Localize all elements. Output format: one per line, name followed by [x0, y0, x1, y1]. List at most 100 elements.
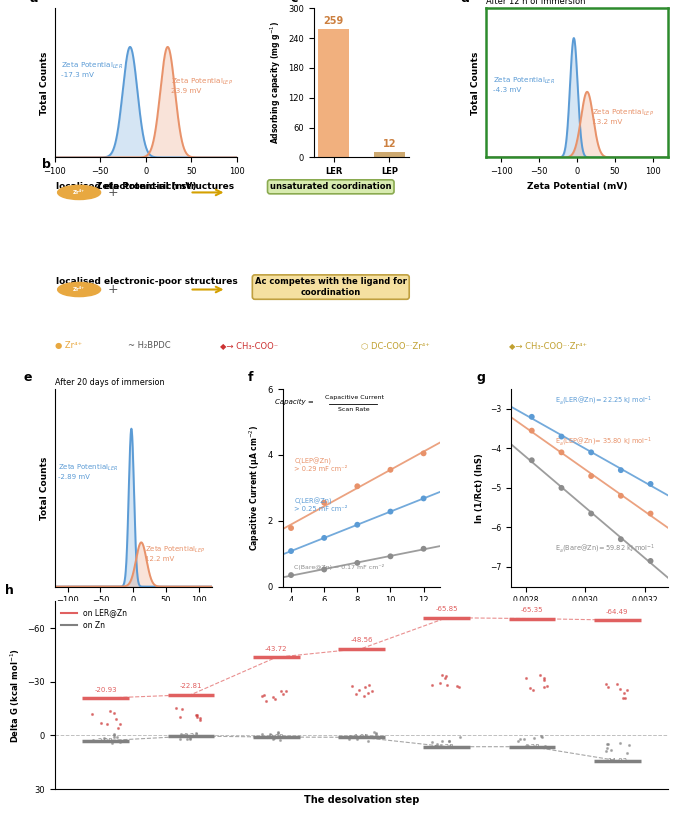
X-axis label: Scan Rate (mV s$^{-1}$): Scan Rate (mV s$^{-1}$): [316, 611, 407, 624]
Point: [556, 446, 567, 459]
Text: -20.93: -20.93: [94, 686, 117, 693]
Text: E$_a$(LEP@Zn)= 35.80 kJ mol$^{-1}$: E$_a$(LEP@Zn)= 35.80 kJ mol$^{-1}$: [555, 436, 652, 449]
Point: [175, 710, 186, 723]
Point: [318, 563, 329, 576]
Point: [385, 464, 396, 477]
Point: [261, 694, 271, 707]
Text: 0.34: 0.34: [183, 733, 198, 739]
Bar: [374, 151, 404, 158]
X-axis label: Zeta Potential (mV): Zeta Potential (mV): [83, 611, 183, 620]
Point: [600, 677, 611, 690]
Text: +: +: [108, 186, 118, 199]
Point: [444, 734, 455, 747]
Text: -65.35: -65.35: [521, 607, 543, 613]
Point: [181, 732, 192, 746]
Text: d: d: [460, 0, 469, 5]
Point: [645, 478, 656, 491]
Point: [363, 686, 374, 700]
Point: [615, 464, 626, 477]
Point: [542, 679, 552, 692]
Text: -48.56: -48.56: [351, 637, 372, 644]
Point: [256, 690, 267, 703]
Text: localised electronic-poor structures: localised electronic-poor structures: [56, 277, 237, 286]
Text: E$_a$(Bare@Zn)= 59.82 kJ mol$^{-1}$: E$_a$(Bare@Zn)= 59.82 kJ mol$^{-1}$: [555, 543, 655, 555]
Point: [273, 725, 284, 738]
Y-axis label: Total Counts: Total Counts: [40, 456, 49, 520]
Text: g: g: [476, 372, 485, 385]
Point: [352, 518, 363, 531]
Point: [286, 544, 297, 557]
Point: [170, 702, 181, 715]
Point: [614, 682, 625, 695]
Text: 1.05: 1.05: [354, 735, 369, 741]
Text: -22.81: -22.81: [180, 683, 202, 690]
Circle shape: [57, 283, 101, 297]
Point: [556, 430, 567, 443]
Point: [95, 716, 106, 729]
Text: -43.72: -43.72: [265, 646, 287, 652]
Point: [454, 730, 465, 743]
Point: [109, 728, 120, 741]
Point: [364, 678, 375, 691]
Point: [176, 702, 187, 715]
Point: [539, 674, 550, 687]
Text: ● Zr⁴⁺: ● Zr⁴⁺: [55, 341, 82, 350]
Point: [275, 733, 286, 746]
Text: c: c: [290, 0, 297, 5]
X-axis label: Zeta Potential (mV): Zeta Potential (mV): [95, 182, 196, 191]
Point: [429, 740, 440, 753]
Point: [276, 685, 286, 698]
Text: e: e: [23, 372, 31, 385]
Point: [522, 739, 533, 752]
Point: [286, 521, 297, 534]
Point: [115, 735, 125, 748]
Point: [368, 726, 379, 739]
Point: [514, 732, 525, 746]
Point: [354, 683, 365, 696]
Point: [185, 732, 196, 745]
Point: [602, 737, 613, 750]
Text: Scan Rate: Scan Rate: [338, 407, 370, 412]
Point: [436, 734, 447, 747]
Y-axis label: Total Counts: Total Counts: [40, 51, 49, 114]
Point: [615, 489, 626, 502]
Point: [586, 469, 597, 483]
Point: [385, 550, 396, 563]
Text: -64.49: -64.49: [606, 609, 628, 615]
Y-axis label: Capacitive Current (μA cm$^{-2}$): Capacitive Current (μA cm$^{-2}$): [248, 425, 262, 551]
Text: +: +: [108, 283, 118, 296]
Point: [343, 732, 354, 746]
Y-axis label: ln (1/Rct) (lnS): ln (1/Rct) (lnS): [475, 453, 484, 523]
Point: [88, 733, 99, 746]
Point: [185, 732, 196, 746]
Point: [280, 685, 291, 698]
Point: [619, 686, 629, 700]
Point: [418, 492, 429, 505]
Point: [619, 692, 630, 705]
Point: [556, 482, 567, 495]
Point: [536, 730, 547, 743]
Point: [451, 680, 462, 693]
Point: [436, 668, 447, 681]
Text: Zeta Potential$_{LER}$
-4.3 mV: Zeta Potential$_{LER}$ -4.3 mV: [493, 76, 556, 93]
Point: [527, 424, 537, 437]
Point: [352, 480, 363, 493]
Text: 12: 12: [383, 139, 396, 149]
Text: Ac competes with the ligand for
coordination: Ac competes with the ligand for coordina…: [255, 277, 406, 297]
Point: [586, 446, 597, 459]
Point: [268, 690, 279, 704]
Text: b: b: [42, 158, 51, 171]
Point: [177, 728, 188, 741]
Point: [104, 704, 115, 718]
Text: a: a: [29, 0, 38, 5]
Text: 259: 259: [323, 16, 344, 26]
Point: [346, 679, 357, 692]
Point: [352, 733, 363, 746]
Point: [444, 739, 455, 752]
Point: [602, 737, 613, 750]
Point: [612, 677, 623, 690]
Text: Zr⁴⁺: Zr⁴⁺: [73, 287, 85, 292]
Text: Zeta Potential$_{LEP}$
23.9 mV: Zeta Potential$_{LEP}$ 23.9 mV: [171, 77, 233, 95]
Point: [191, 727, 202, 740]
Point: [174, 732, 185, 746]
